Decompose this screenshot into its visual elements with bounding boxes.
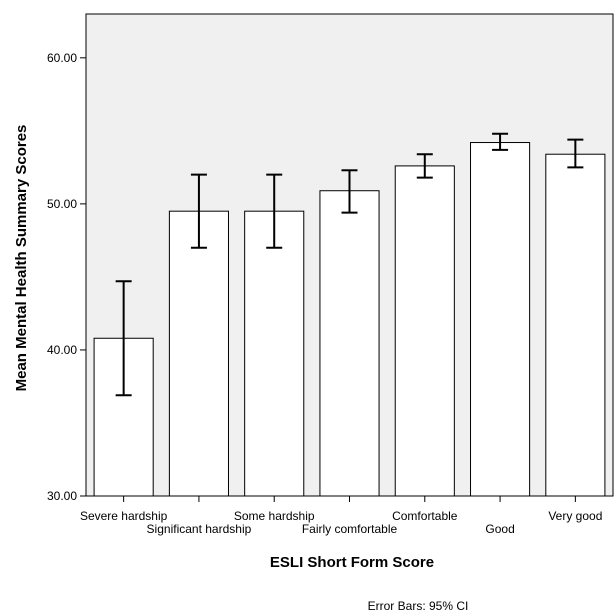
error-bar: [567, 138, 584, 169]
x-tick-label: Severe hardship: [80, 509, 168, 523]
y-axis-title: Mean Mental Health Summary Scores: [13, 125, 30, 392]
error-bar: [341, 169, 358, 214]
error-bars: [115, 132, 584, 397]
x-tick-label: Fairly comfortable: [302, 522, 398, 536]
bar: [319, 190, 380, 497]
error-bars-note: Error Bars: 95% CI: [368, 599, 469, 613]
x-axis-title: ESLI Short Form Score: [270, 554, 434, 571]
y-tick-label: 30.00: [47, 489, 77, 503]
bar: [244, 210, 305, 497]
y-tick-label: 50.00: [47, 197, 77, 211]
error-bar: [266, 173, 283, 249]
error-bar: [416, 153, 433, 179]
error-bar: [190, 173, 207, 249]
bar: [168, 210, 229, 497]
x-tick-label: Comfortable: [392, 509, 458, 523]
x-tick-label: Some hardship: [234, 509, 315, 523]
error-bar: [115, 280, 132, 397]
y-tick-label: 40.00: [47, 343, 77, 357]
x-tick-label: Good: [485, 522, 514, 536]
bar: [545, 153, 606, 497]
bar: [470, 142, 531, 497]
y-axis: 30.00 40.00 50.00 60.00: [47, 51, 86, 503]
y-tick-label: 60.00: [47, 51, 77, 65]
x-tick-label: Significant hardship: [147, 522, 252, 536]
x-tick-label: Very good: [548, 509, 602, 523]
bars: [93, 142, 606, 497]
bar: [394, 165, 455, 497]
error-bar: [492, 132, 509, 151]
